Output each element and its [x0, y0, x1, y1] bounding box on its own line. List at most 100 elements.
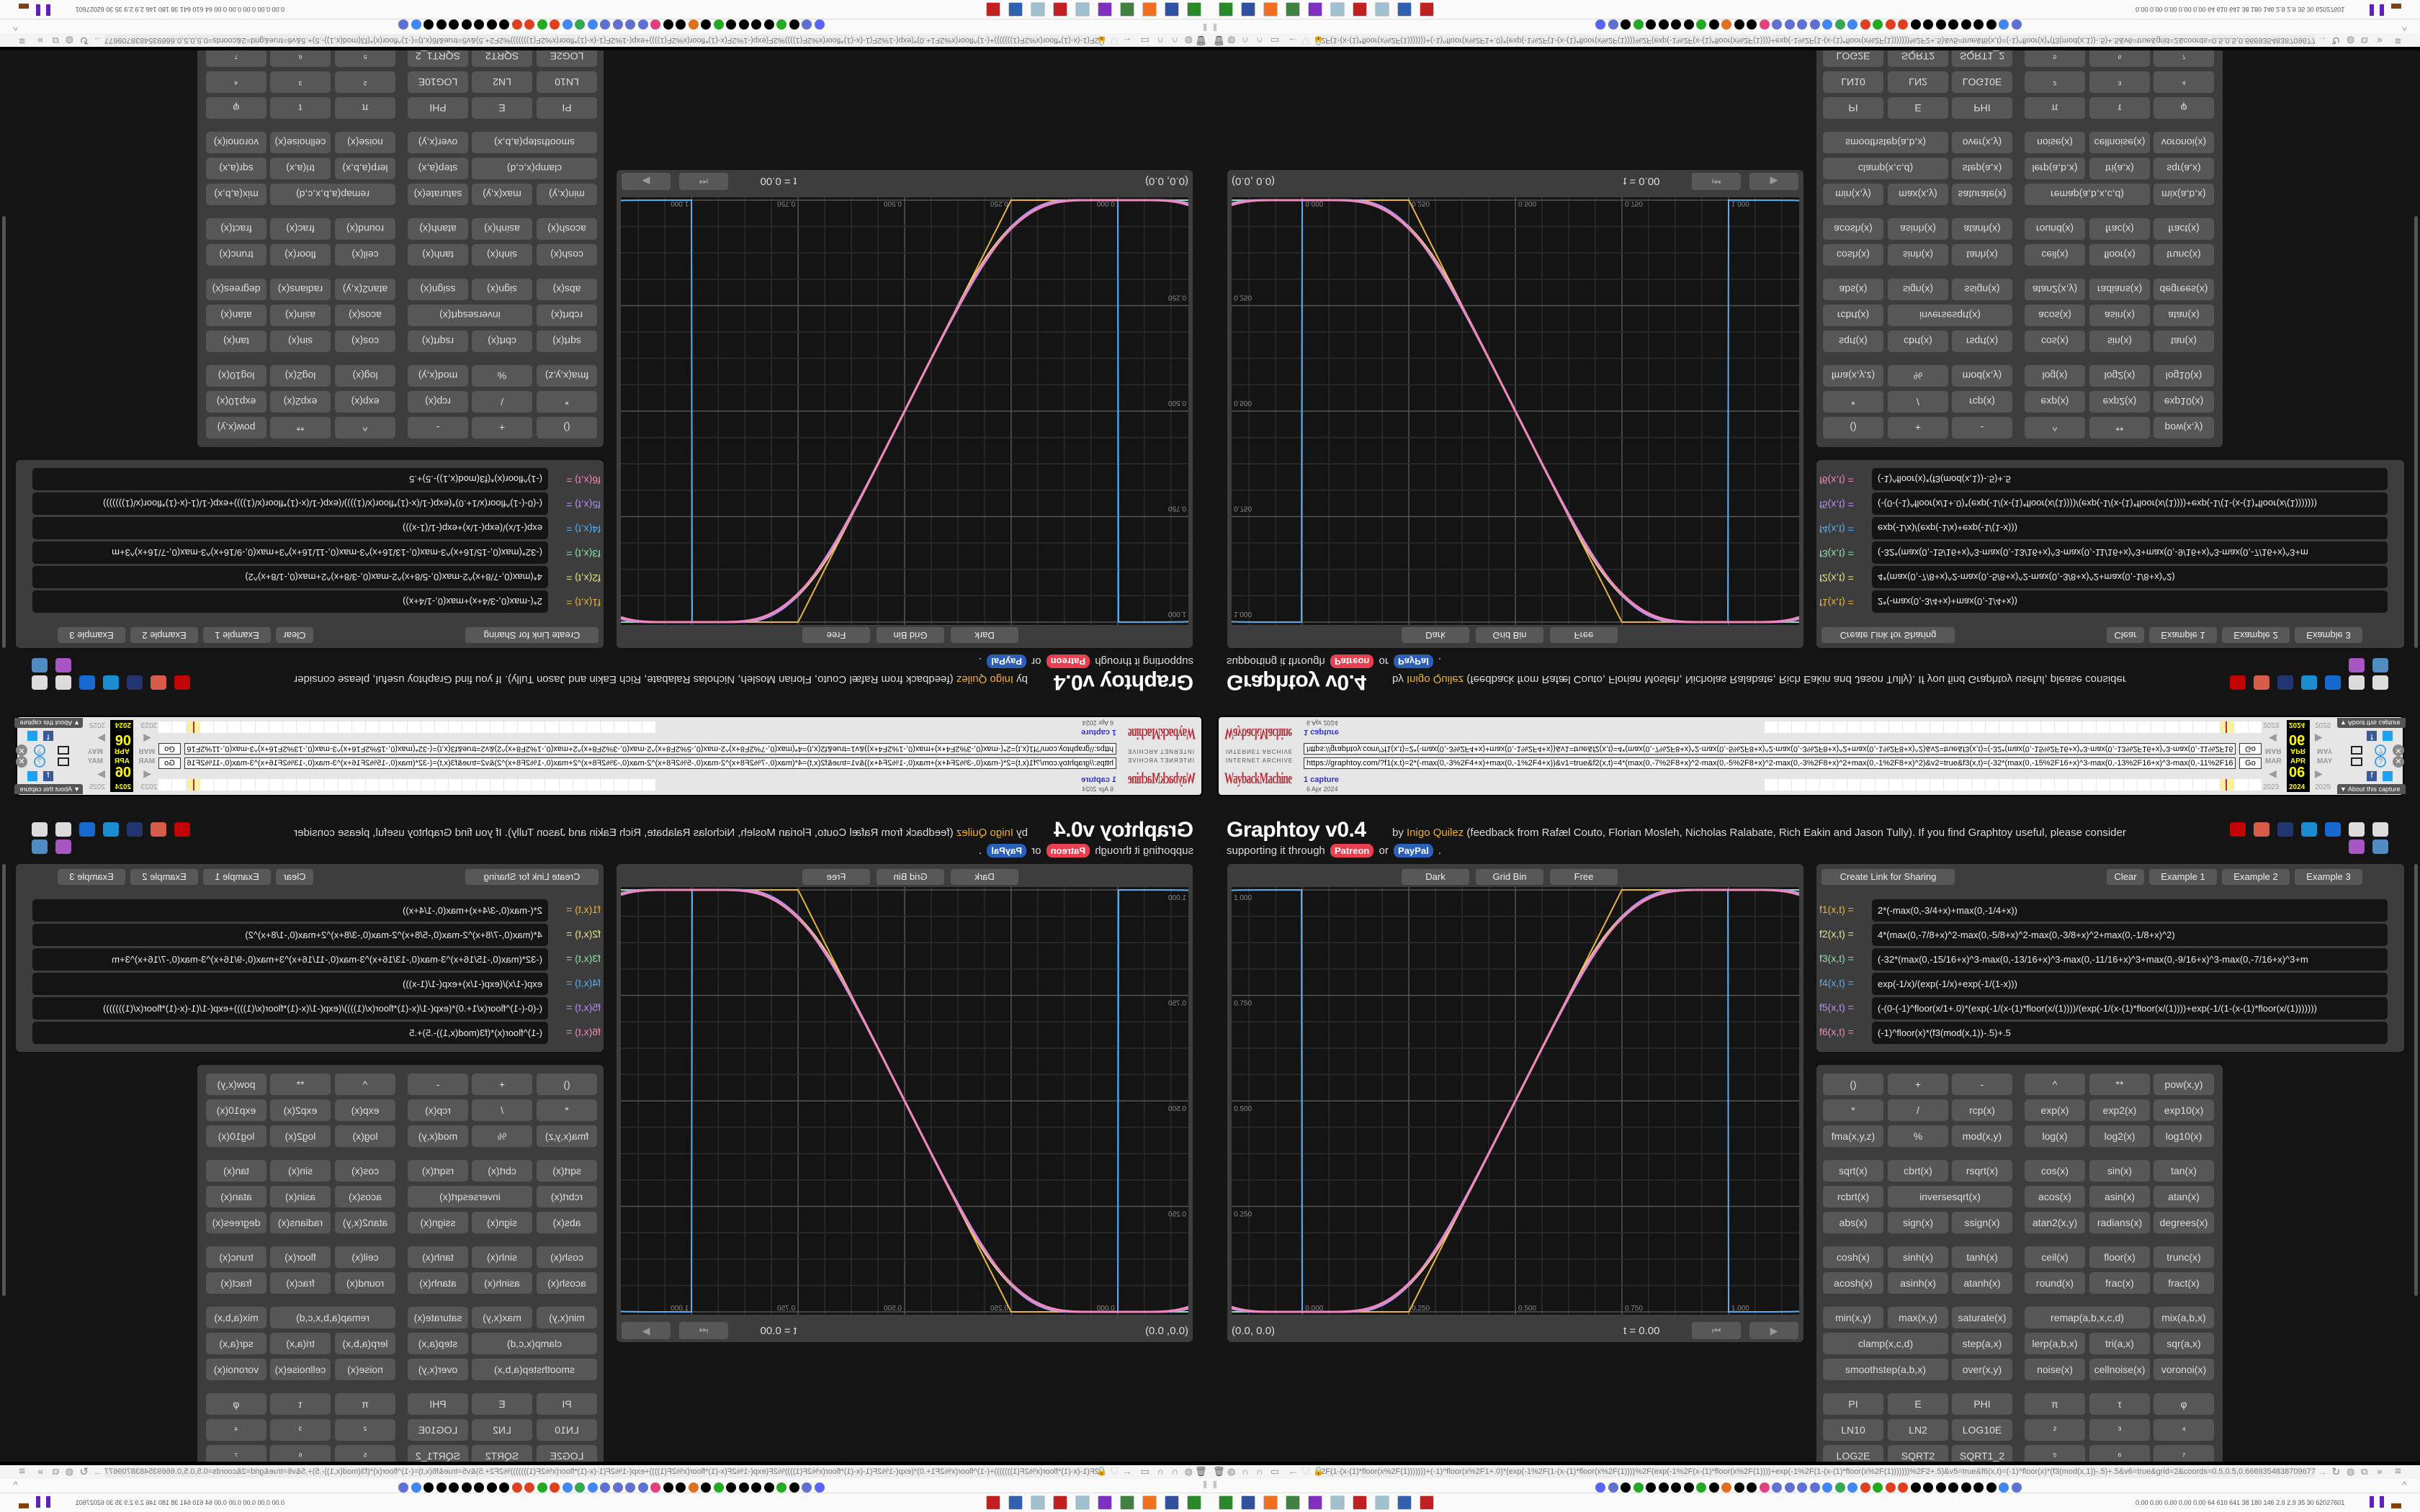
twitter-icon[interactable]	[103, 822, 119, 837]
bookmark-favicon[interactable]	[701, 19, 712, 30]
function-button[interactable]: pow(x,y)	[2154, 1074, 2214, 1095]
function-button[interactable]: mod(x,y)	[1952, 1125, 2012, 1147]
facebook-icon[interactable]: f	[2367, 771, 2377, 781]
function-plot[interactable]: 0.000 0.250 0.500 0.750 1.000 1.000 0.750 0.500…	[621, 197, 1188, 625]
bookmark-favicon[interactable]	[726, 1482, 737, 1493]
timeline-month-cell[interactable]	[200, 721, 213, 733]
headphones-icon-2[interactable]: ∩	[1157, 1466, 1164, 1477]
twitter-icon[interactable]	[2383, 771, 2393, 781]
timeline-month-cell[interactable]	[310, 721, 324, 733]
dark-button[interactable]: Dark	[1402, 627, 1469, 643]
menu-icon[interactable]: ≡	[2395, 35, 2401, 47]
example-1-button[interactable]: Example 1	[203, 627, 271, 643]
headphones-icon[interactable]: ∩	[1242, 1466, 1249, 1477]
extensions-icon[interactable]: ⧉	[52, 1466, 59, 1477]
bookmark-favicon[interactable]	[1734, 1482, 1744, 1493]
function-button[interactable]: rcp(x)	[1952, 391, 2012, 413]
timeline-month-cell[interactable]	[1917, 779, 1930, 791]
function-button[interactable]: tan(x)	[2154, 1160, 2214, 1182]
pause-icon[interactable]: ‖	[1213, 1479, 1217, 1490]
function-button[interactable]: sin(x)	[270, 1160, 331, 1182]
bookmark-favicon[interactable]	[764, 1482, 774, 1493]
function-button[interactable]: sqr(a,x)	[2154, 158, 2214, 179]
function-button[interactable]: tan(x)	[206, 1160, 266, 1182]
function-button[interactable]: ceil(x)	[2025, 244, 2085, 266]
function-button[interactable]: noise(x)	[335, 132, 395, 153]
bookmark-favicon[interactable]	[2011, 1482, 2022, 1493]
timeline-month-cell[interactable]	[476, 779, 490, 791]
play-button[interactable]: ▶	[622, 173, 671, 190]
timeline-month-cell[interactable]	[490, 779, 503, 791]
timeline-month-cell[interactable]	[421, 721, 434, 733]
bookmark-favicon[interactable]	[537, 1482, 547, 1493]
function-button[interactable]: exp2(x)	[2089, 391, 2150, 413]
timeline-month-cell[interactable]	[559, 779, 573, 791]
timeline-month-cell[interactable]	[241, 779, 255, 791]
bookmark-favicon[interactable]	[600, 1482, 611, 1493]
taskbar-app-icon[interactable]	[1308, 2, 1322, 17]
timeline-month-cell[interactable]	[2179, 779, 2192, 791]
author-link[interactable]: Inigo Quilez	[1407, 673, 1464, 685]
threads-icon[interactable]	[55, 822, 71, 837]
capture-timeline[interactable]	[158, 721, 655, 733]
bookmark-favicon[interactable]	[676, 19, 686, 30]
bookmark-favicon[interactable]	[739, 19, 749, 30]
function-button[interactable]: remap(a,b,x,c,d)	[270, 1307, 395, 1328]
prev-month[interactable]: MAR	[2265, 747, 2282, 755]
back-arrow-icon[interactable]: ←	[1288, 35, 1298, 47]
function-button[interactable]: min(x,y)	[537, 184, 597, 205]
function-button[interactable]: cbrt(x)	[1888, 330, 1948, 352]
function-button[interactable]: remap(a,b,x,c,d)	[2025, 184, 2150, 205]
timeline-month-cell[interactable]	[282, 721, 297, 733]
rewind-button[interactable]: ⏮	[679, 1322, 728, 1339]
taskbar-app-icon[interactable]	[1241, 1495, 1255, 1510]
back-arrow-icon[interactable]: ←	[1122, 1465, 1132, 1477]
forward-arrow-icon[interactable]: →	[93, 1466, 103, 1477]
create-link-button[interactable]: Create Link for Sharing	[465, 869, 599, 885]
bookmark-favicon[interactable]	[1633, 1482, 1644, 1493]
timeline-month-cell[interactable]	[2220, 779, 2234, 791]
bookmark-favicon[interactable]	[1822, 1482, 1832, 1493]
formula-input-f6[interactable]: (-1)^floor(x)*(f3(mod(x,1))-.5)+.5	[32, 1022, 548, 1044]
timeline-month-cell[interactable]	[407, 779, 421, 791]
function-button[interactable]: floor(x)	[270, 244, 331, 266]
bookmark-favicon[interactable]	[789, 19, 799, 30]
function-button[interactable]: exp2(x)	[270, 1099, 331, 1121]
dark-button[interactable]: Dark	[951, 627, 1018, 643]
threads-icon[interactable]	[2349, 822, 2365, 837]
network-icon[interactable]: ◍	[65, 1466, 73, 1477]
headphones-icon[interactable]: ∩	[1171, 1466, 1178, 1477]
twitter-icon[interactable]	[2383, 731, 2393, 741]
trash-icon[interactable]: 🗑	[1195, 1466, 1207, 1477]
timeline-month-cell[interactable]	[380, 721, 393, 733]
address-bar[interactable]: https://graphtoy.com/?...x%2F(1))))+exp(…	[1322, 1467, 2316, 1477]
overflow-icon[interactable]: »	[2377, 35, 2383, 47]
function-button[interactable]: sqrt(x)	[1823, 330, 1883, 352]
function-button[interactable]: sqr(a,x)	[206, 158, 266, 179]
function-button[interactable]: remap(a,b,x,c,d)	[2025, 1307, 2150, 1328]
help-icon[interactable]: ?	[34, 744, 45, 756]
bookmark-favicon[interactable]	[1822, 19, 1832, 30]
taskbar-app-icon[interactable]	[1187, 2, 1201, 17]
timeline-month-cell[interactable]	[1999, 721, 2013, 733]
timeline-month-cell[interactable]	[1778, 779, 1792, 791]
bookmark-favicon[interactable]	[1595, 1482, 1605, 1493]
function-button[interactable]: mix(a,b,x)	[206, 184, 266, 205]
timeline-month-cell[interactable]	[269, 779, 282, 791]
timeline-month-cell[interactable]	[338, 779, 351, 791]
paypal-button[interactable]: PayPal	[987, 844, 1026, 858]
extensions-icon[interactable]: ⧉	[52, 35, 59, 46]
trash-icon[interactable]: 🗑	[1213, 35, 1225, 46]
formula-input-f2[interactable]: 4*(max(0,-7/8+x)^2-max(0,-5/8+x)^2-max(0…	[1872, 566, 2388, 588]
timeline-month-cell[interactable]	[2110, 721, 2123, 733]
function-button[interactable]: cbrt(x)	[1888, 1160, 1948, 1182]
function-button[interactable]: %	[1888, 365, 1948, 387]
function-button[interactable]: cbrt(x)	[472, 330, 532, 352]
taskbar-app-icon[interactable]	[1187, 1495, 1201, 1510]
function-button[interactable]: tanh(x)	[408, 1246, 468, 1268]
paypal-icon[interactable]	[2277, 822, 2293, 837]
timeline-month-cell[interactable]	[228, 779, 241, 791]
bookmark-favicon[interactable]	[650, 1482, 661, 1493]
timeline-month-cell[interactable]	[2123, 721, 2138, 733]
function-button[interactable]: cosh(x)	[537, 1246, 597, 1268]
